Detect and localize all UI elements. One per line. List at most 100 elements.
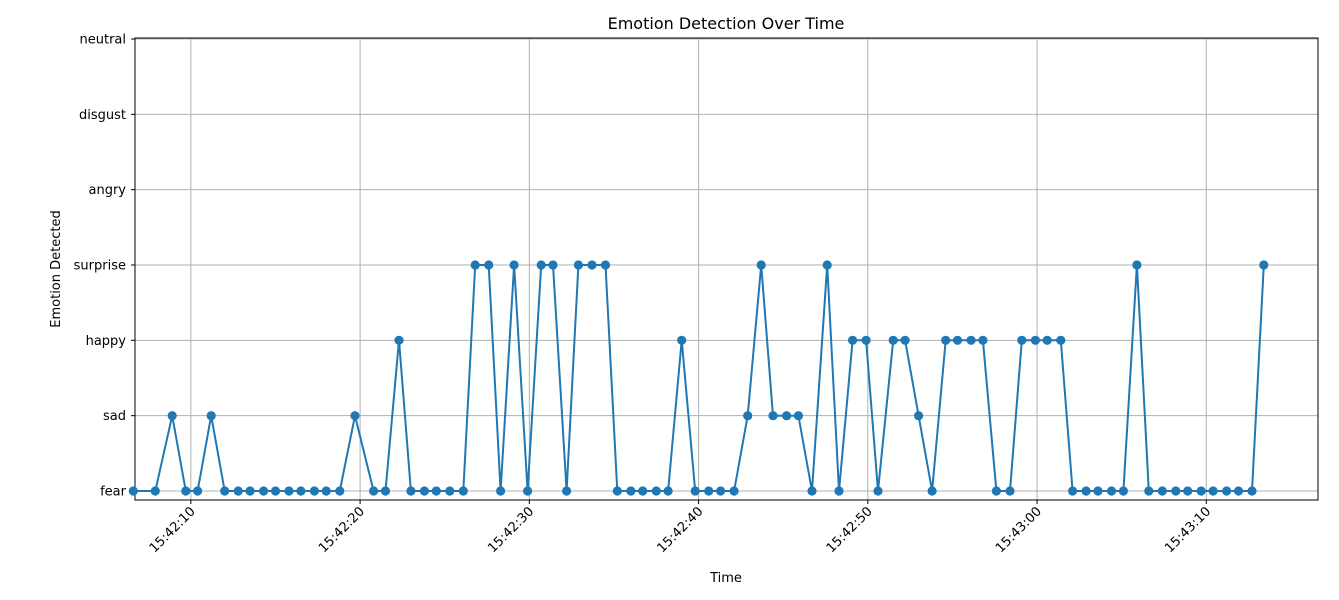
- data-point: [1144, 486, 1154, 496]
- data-point: [690, 486, 700, 496]
- data-point: [220, 486, 230, 496]
- data-point: [978, 335, 988, 345]
- data-point: [861, 335, 871, 345]
- data-point: [651, 486, 661, 496]
- data-point: [587, 260, 597, 270]
- data-point: [445, 486, 455, 496]
- data-point: [638, 486, 648, 496]
- data-point: [600, 260, 611, 270]
- data-point: [1157, 486, 1167, 496]
- data-point: [369, 486, 379, 496]
- data-point: [729, 486, 739, 496]
- y-tick-label: fear: [100, 485, 127, 500]
- y-tick-label: happy: [86, 334, 127, 349]
- data-point: [743, 411, 753, 421]
- y-tick-label: surprise: [74, 259, 126, 274]
- data-point: [1068, 486, 1078, 496]
- data-point: [458, 486, 468, 496]
- y-tick-label: neutral: [80, 33, 127, 48]
- data-point: [394, 335, 404, 345]
- data-point: [1196, 486, 1206, 496]
- x-tick-label: 15:42:40: [655, 504, 707, 556]
- data-point: [1183, 486, 1193, 496]
- data-point: [1171, 486, 1181, 496]
- y-tick-label: angry: [89, 183, 127, 198]
- data-point: [612, 486, 622, 496]
- data-point: [677, 335, 687, 345]
- data-point: [233, 486, 243, 496]
- data-point: [321, 486, 331, 496]
- data-point: [1247, 486, 1257, 496]
- data-point: [834, 486, 844, 496]
- data-point: [548, 260, 558, 270]
- x-axis-label: Time: [709, 571, 742, 586]
- data-point: [296, 486, 306, 496]
- plot-frame: [134, 37, 1319, 501]
- data-point: [193, 486, 203, 496]
- data-point: [848, 335, 858, 345]
- x-tick-label: 15:42:50: [824, 504, 876, 556]
- data-point: [756, 260, 766, 270]
- data-point: [309, 486, 319, 496]
- data-point: [793, 411, 804, 421]
- data-point: [991, 486, 1002, 496]
- data-point: [807, 486, 817, 496]
- data-point: [536, 260, 546, 270]
- data-point: [941, 335, 951, 345]
- data-point: [1132, 260, 1142, 270]
- data-point: [1056, 335, 1066, 345]
- data-point: [626, 486, 636, 496]
- data-point: [966, 335, 976, 345]
- chart-title: Emotion Detection Over Time: [608, 14, 845, 33]
- data-point: [484, 260, 494, 270]
- data-point: [335, 486, 345, 496]
- data-point: [150, 486, 160, 496]
- data-point: [1042, 335, 1052, 345]
- x-tick-label: 15:42:20: [316, 504, 368, 556]
- data-point: [259, 486, 269, 496]
- data-point: [952, 335, 963, 345]
- data-point: [245, 486, 255, 496]
- data-point: [1005, 486, 1015, 496]
- x-tick-label: 15:42:30: [485, 504, 537, 556]
- data-point: [914, 411, 924, 421]
- data-point: [716, 486, 726, 496]
- data-point: [1106, 486, 1117, 496]
- data-point: [431, 486, 441, 496]
- data-point: [663, 486, 673, 496]
- data-point: [1222, 486, 1232, 496]
- data-point: [270, 486, 281, 496]
- data-point: [873, 486, 883, 496]
- x-tick-label: 15:42:10: [147, 504, 199, 556]
- grid-layer: [135, 38, 1318, 500]
- data-point: [1259, 260, 1269, 270]
- data-point: [470, 260, 480, 270]
- data-point: [927, 486, 937, 496]
- ticks-layer: fear sad happy surprise angry disgust neutral 1…: [74, 33, 1214, 557]
- data-point: [1208, 486, 1218, 496]
- data-point: [284, 486, 294, 496]
- data-point: [419, 486, 429, 496]
- data-point: [509, 260, 519, 270]
- data-point: [181, 486, 191, 496]
- data-point: [167, 411, 177, 421]
- data-point: [380, 486, 391, 496]
- data-point: [1118, 486, 1128, 496]
- y-tick-label: disgust: [79, 108, 126, 123]
- data-point: [406, 486, 416, 496]
- data-point: [350, 411, 360, 421]
- data-point: [128, 486, 138, 496]
- data-point: [888, 335, 898, 345]
- data-point: [768, 411, 778, 421]
- data-point: [523, 486, 533, 496]
- data-point: [1233, 486, 1244, 496]
- y-tick-label: sad: [103, 409, 126, 424]
- data-point: [562, 486, 572, 496]
- y-axis-label: Emotion Detected: [49, 210, 64, 327]
- data-point: [1093, 486, 1103, 496]
- series-layer: [128, 260, 1269, 496]
- x-tick-label: 15:43:00: [993, 504, 1045, 556]
- data-point: [822, 260, 832, 270]
- data-point: [782, 411, 792, 421]
- data-point: [496, 486, 506, 496]
